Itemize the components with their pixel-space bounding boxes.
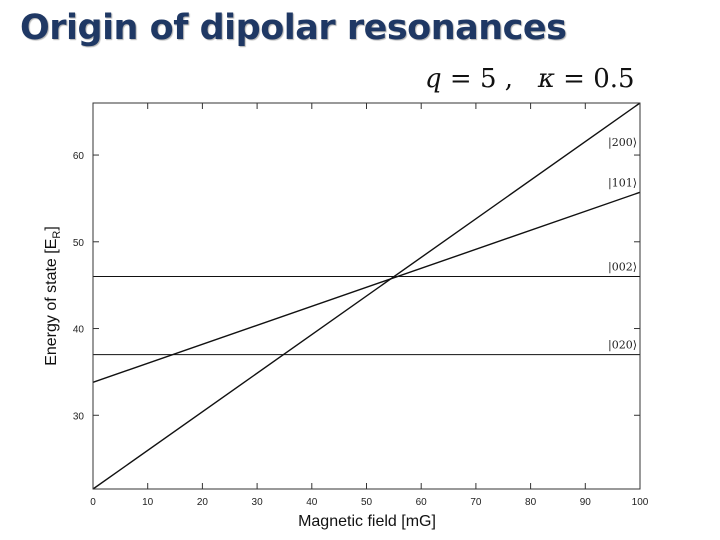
parameter-label: q = 5 , κ = 0.5 bbox=[425, 64, 635, 94]
x-tick-label: 100 bbox=[632, 497, 649, 508]
y-tick-label: 40 bbox=[73, 325, 85, 336]
y-axis-label-main: Energy of state [E bbox=[43, 239, 60, 366]
y-tick-label: 60 bbox=[73, 151, 85, 162]
x-tick-label: 80 bbox=[525, 497, 537, 508]
series-label: |002⟩ bbox=[608, 260, 637, 274]
y-tick-label: 50 bbox=[73, 238, 85, 249]
series-label: |101⟩ bbox=[608, 176, 637, 190]
x-tick-label: 50 bbox=[361, 497, 373, 508]
x-tick-label: 70 bbox=[470, 497, 482, 508]
series-label: |200⟩ bbox=[608, 136, 637, 150]
y-tick-label: 30 bbox=[73, 411, 85, 422]
q-symbol: q bbox=[425, 64, 442, 94]
series-line bbox=[92, 191, 641, 383]
series-line bbox=[92, 102, 641, 490]
x-tick-label: 90 bbox=[580, 497, 592, 508]
series-label: |020⟩ bbox=[608, 339, 637, 353]
x-tick-label: 0 bbox=[90, 497, 96, 508]
y-axis-label-end: ] bbox=[43, 226, 60, 230]
slide-title: Origin of dipolar resonances bbox=[20, 8, 567, 48]
y-axis-label-sub: R bbox=[51, 231, 63, 239]
x-tick-label: 10 bbox=[142, 497, 154, 508]
x-tick-label: 20 bbox=[197, 497, 209, 508]
q-value: = 5 , bbox=[449, 64, 514, 94]
x-tick-label: 30 bbox=[252, 497, 264, 508]
x-tick-label: 60 bbox=[416, 497, 428, 508]
kappa-symbol: κ bbox=[537, 64, 555, 94]
kappa-value: = 0.5 bbox=[563, 64, 635, 94]
y-axis-label: Energy of state [ER] bbox=[43, 226, 63, 366]
x-tick-label: 40 bbox=[306, 497, 318, 508]
x-axis-label: Magnetic field [mG] bbox=[298, 513, 436, 530]
plot-frame bbox=[92, 102, 641, 490]
